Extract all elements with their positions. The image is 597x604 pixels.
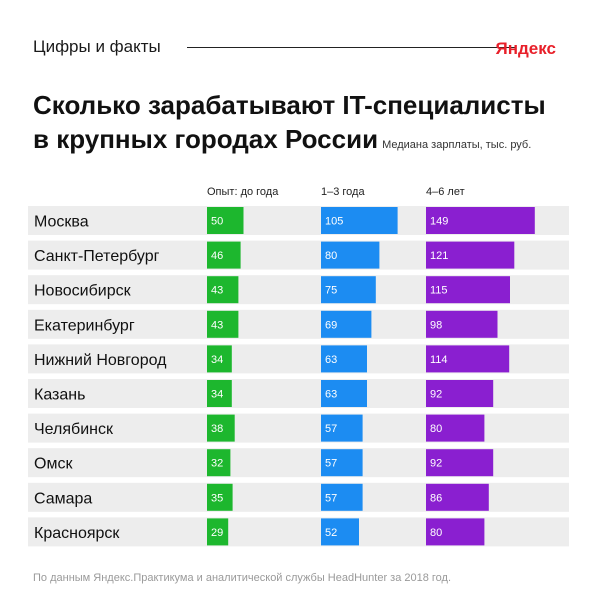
category-label: Нижний Новгород bbox=[34, 352, 167, 369]
bar-series-1 bbox=[207, 518, 229, 546]
bar-series-3 bbox=[426, 483, 489, 511]
category-label: Красноярск bbox=[34, 525, 120, 542]
data-label: 105 bbox=[325, 216, 343, 228]
bar-series-2 bbox=[321, 483, 363, 511]
data-label: 80 bbox=[430, 423, 442, 435]
data-label: 57 bbox=[325, 423, 337, 435]
category-label: Омск bbox=[34, 456, 73, 473]
bar-series-2 bbox=[321, 310, 372, 338]
data-label: 32 bbox=[211, 458, 223, 470]
bar-series-2 bbox=[321, 380, 367, 407]
bar-series-3 bbox=[426, 345, 510, 373]
header: Цифры и факты Яндекс bbox=[33, 36, 556, 60]
title-line-2-text: в крупных городах России bbox=[33, 124, 379, 154]
data-label: 34 bbox=[211, 389, 223, 401]
header-divider bbox=[187, 47, 516, 48]
bar-series-1 bbox=[207, 345, 232, 373]
data-label: 50 bbox=[211, 216, 223, 228]
bar-series-2 bbox=[321, 241, 380, 269]
bar-series-1 bbox=[207, 483, 233, 511]
footnote: По данным Яндекс.Практикума и аналитичес… bbox=[33, 572, 452, 584]
category-label: Екатеринбург bbox=[34, 317, 135, 334]
bar-series-1 bbox=[207, 276, 239, 304]
data-label: 43 bbox=[211, 319, 223, 331]
data-label: 57 bbox=[325, 492, 337, 504]
chart-subtitle: Медиана зарплаты, тыс. руб. bbox=[382, 139, 532, 151]
chart-title: Сколько зарабатывают IT-специалисты в кр… bbox=[33, 88, 573, 162]
data-label: 80 bbox=[325, 250, 337, 262]
svg-text:Яндекс: Яндекс bbox=[496, 39, 556, 58]
data-label: 34 bbox=[211, 354, 223, 366]
data-label: 92 bbox=[430, 458, 442, 470]
data-label: 86 bbox=[430, 492, 442, 504]
category-label: Москва bbox=[34, 214, 89, 231]
data-label: 29 bbox=[211, 527, 223, 539]
data-label: 46 bbox=[211, 250, 223, 262]
data-label: 121 bbox=[430, 250, 448, 262]
data-label: 115 bbox=[430, 285, 448, 297]
bar-series-1 bbox=[207, 207, 244, 234]
category-label: Санкт-Петербург bbox=[34, 248, 160, 265]
legend-label-3: 4–6 лет bbox=[426, 186, 465, 198]
category-label: Новосибирск bbox=[34, 283, 132, 300]
bar-series-2 bbox=[321, 345, 367, 373]
data-label: 75 bbox=[325, 285, 337, 297]
bar-series-1 bbox=[207, 380, 232, 407]
bar-series-2 bbox=[321, 276, 376, 304]
data-label: 98 bbox=[430, 319, 442, 331]
bar-series-3 bbox=[426, 449, 494, 477]
yandex-logo: Яндекс bbox=[496, 39, 556, 58]
title-line-1: Сколько зарабатывают IT-специалисты bbox=[33, 90, 546, 120]
bar-series-3 bbox=[426, 518, 485, 546]
bar-series-3 bbox=[426, 241, 515, 269]
bar-series-2 bbox=[321, 207, 398, 234]
data-label: 38 bbox=[211, 423, 223, 435]
data-label: 69 bbox=[325, 319, 337, 331]
data-label: 149 bbox=[430, 216, 448, 228]
data-label: 114 bbox=[430, 354, 448, 366]
legend-label-1: Опыт: до года bbox=[207, 186, 279, 198]
bar-series-3 bbox=[426, 207, 535, 234]
bar-series-1 bbox=[207, 414, 235, 442]
data-label: 63 bbox=[325, 389, 337, 401]
section-label: Цифры и факты bbox=[33, 37, 161, 56]
bar-series-2 bbox=[321, 518, 359, 546]
bar-series-1 bbox=[207, 241, 241, 269]
data-label: 52 bbox=[325, 527, 337, 539]
category-label: Челябинск bbox=[34, 421, 114, 438]
bar-series-3 bbox=[426, 414, 485, 442]
data-label: 92 bbox=[430, 389, 442, 401]
bar-series-3 bbox=[426, 380, 494, 407]
bar-series-2 bbox=[321, 449, 363, 477]
category-label: Казань bbox=[34, 387, 85, 404]
bar-series-3 bbox=[426, 310, 498, 338]
data-label: 35 bbox=[211, 492, 223, 504]
title-line-2: в крупных городах России Медиана зарплаты… bbox=[33, 122, 573, 162]
bar-series-2 bbox=[321, 414, 363, 442]
data-label: 80 bbox=[430, 527, 442, 539]
legend-label-2: 1–3 года bbox=[321, 186, 365, 198]
bar-series-3 bbox=[426, 276, 510, 304]
category-label: Самара bbox=[34, 490, 92, 507]
data-label: 57 bbox=[325, 458, 337, 470]
data-label: 43 bbox=[211, 285, 223, 297]
data-label: 63 bbox=[325, 354, 337, 366]
bar-series-1 bbox=[207, 310, 239, 338]
bar-series-1 bbox=[207, 449, 231, 477]
